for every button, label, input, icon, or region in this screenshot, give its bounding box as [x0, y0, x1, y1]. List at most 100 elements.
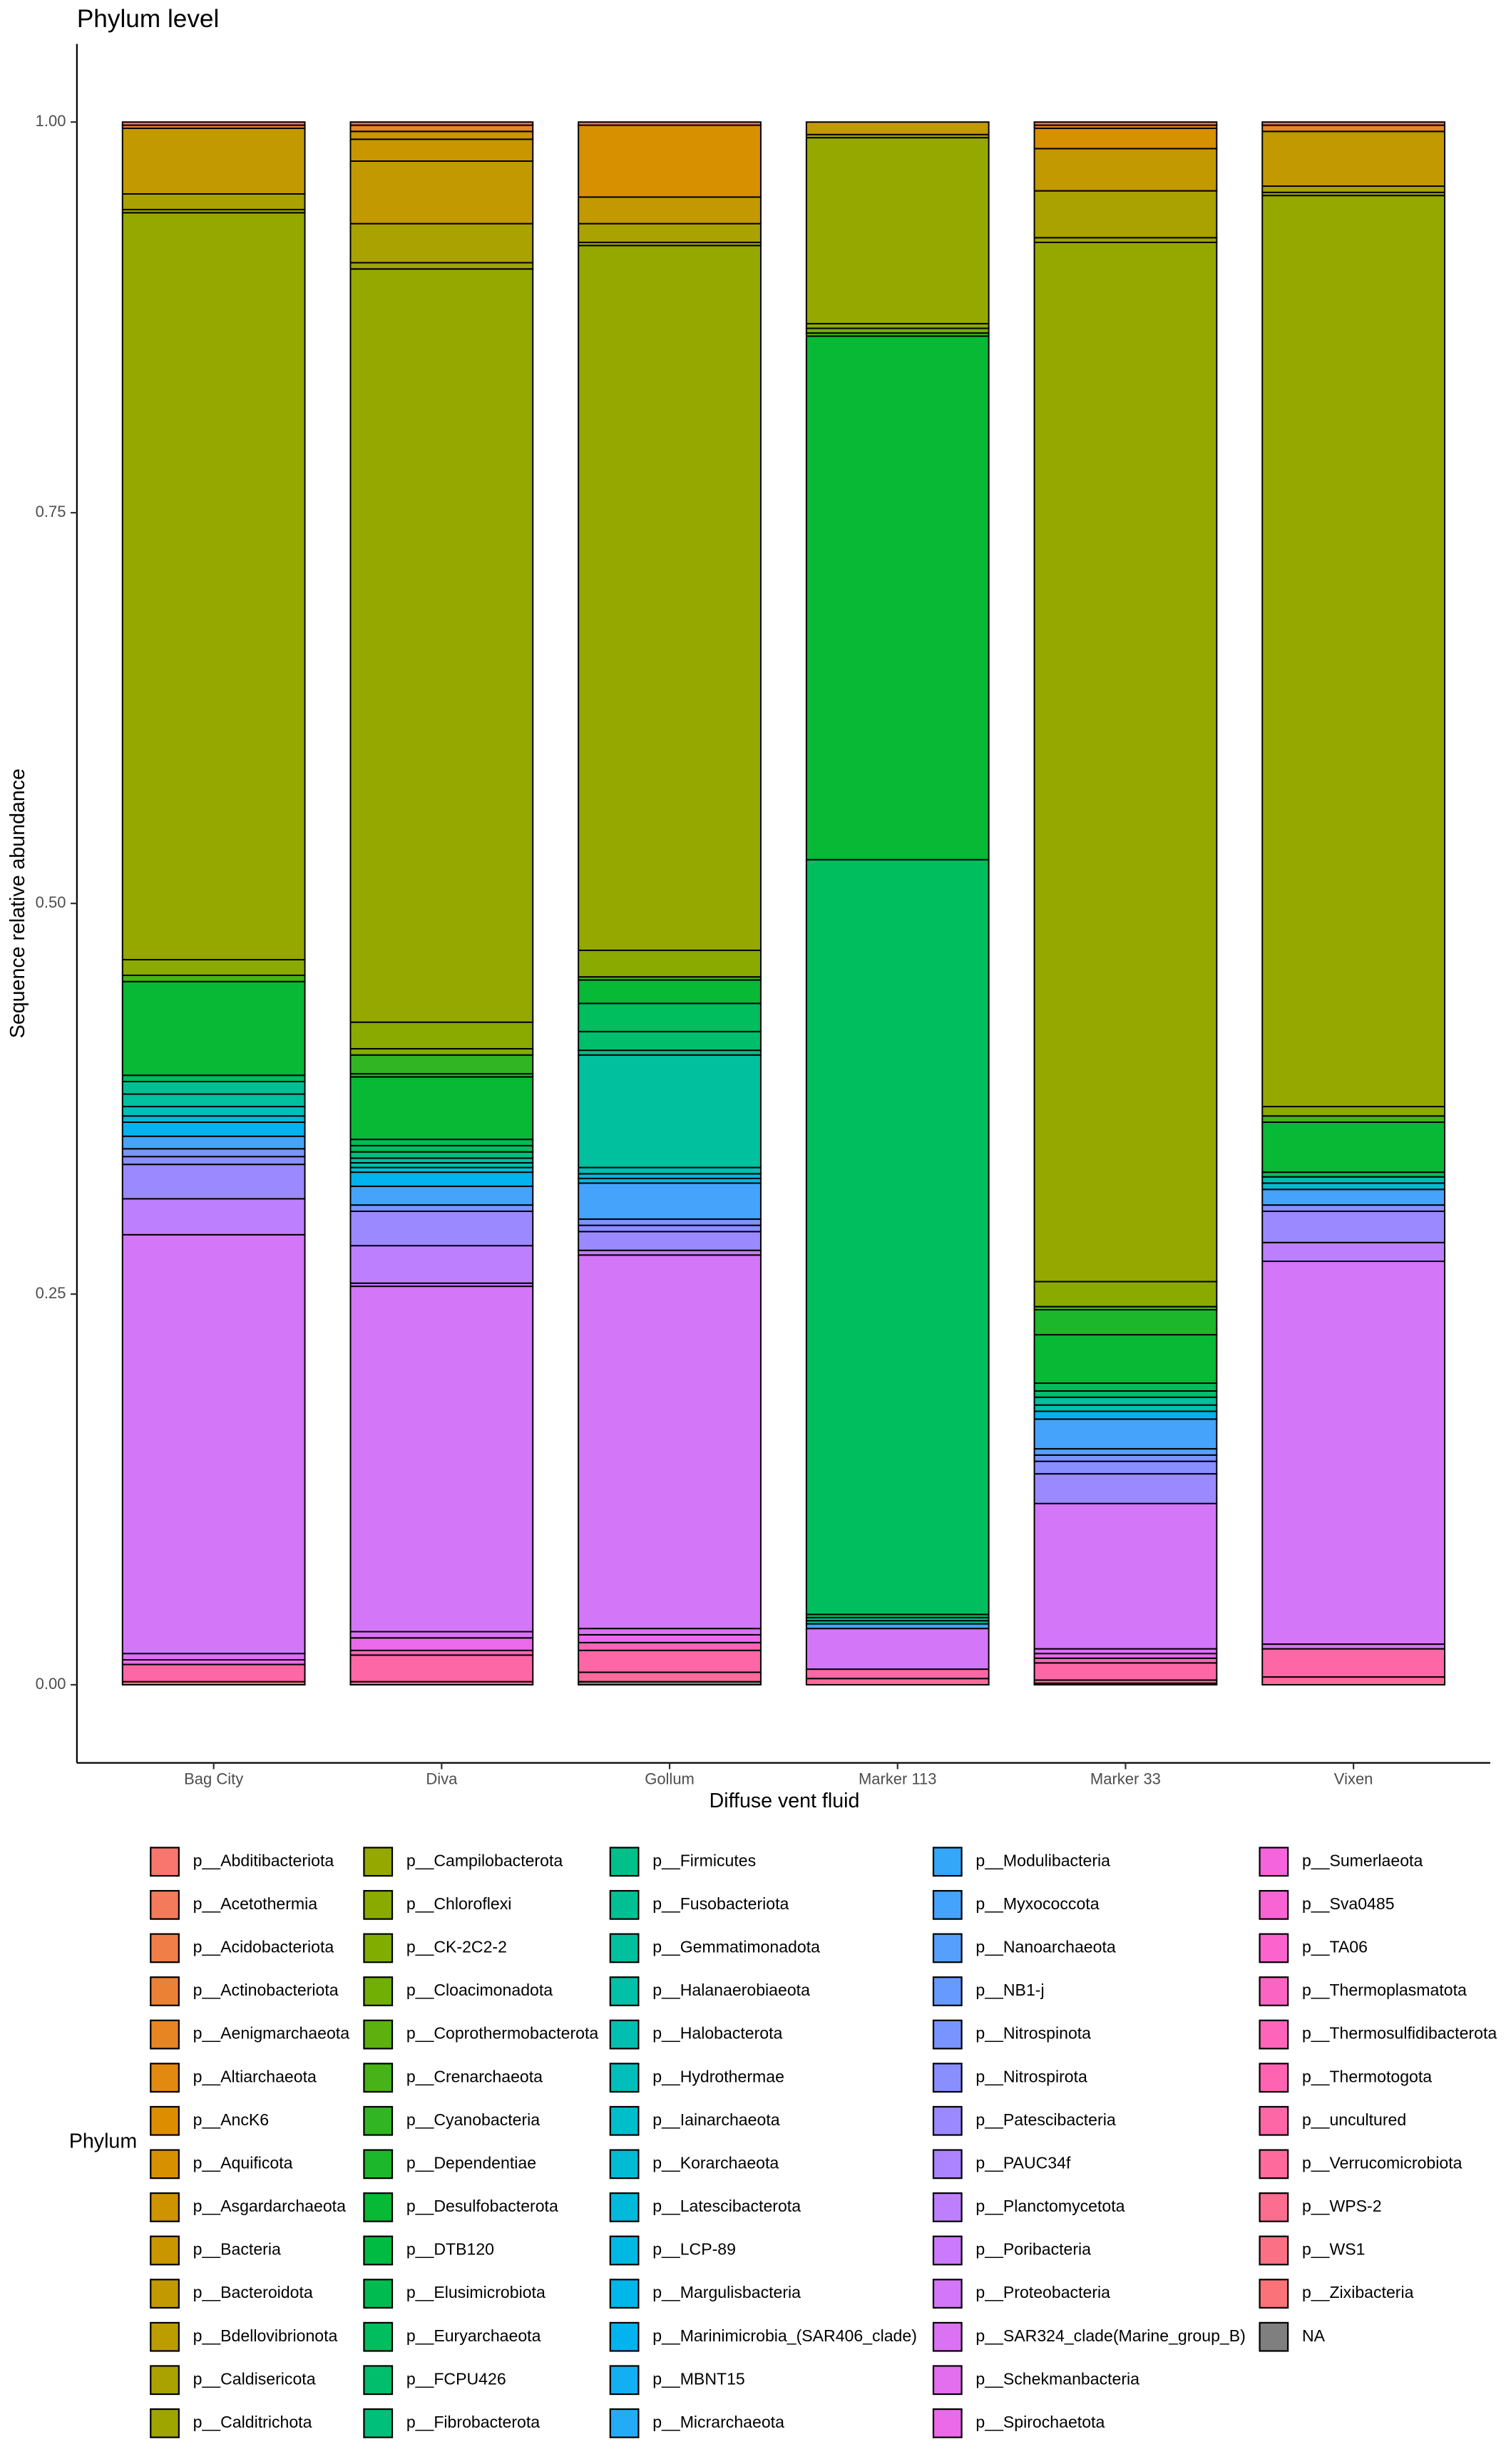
bar-segment	[1033, 121, 1218, 126]
y-tick-label: 0.50	[36, 893, 66, 911]
bar-segment	[349, 160, 534, 225]
bar-segment	[1261, 1176, 1445, 1184]
legend-label: p__Euryarchaeota	[406, 2326, 541, 2345]
bar-segment	[1033, 1418, 1218, 1450]
bar-segment	[349, 1204, 534, 1212]
bar-segment	[578, 1224, 762, 1233]
legend-key	[609, 1847, 640, 1877]
bar-segment	[1261, 1204, 1445, 1212]
bar-segment	[121, 1156, 306, 1166]
legend-label: p__Hydrothermae	[652, 2067, 784, 2085]
legend-label: p__Aenigmarchaeota	[193, 2024, 350, 2043]
bar-segment	[578, 1166, 762, 1175]
x-tick-label: Diva	[426, 1770, 458, 1788]
bar-segment	[578, 949, 762, 978]
x-tick-label: Vixen	[1334, 1770, 1373, 1788]
bar-segment	[578, 1633, 762, 1643]
legend-label: p__Cyanobacteria	[406, 2110, 540, 2129]
bar-segment	[1261, 1648, 1445, 1678]
legend-key	[363, 1933, 394, 1963]
legend-label: p__Acidobacteriota	[193, 1938, 334, 1956]
legend-label: p__Micrarchaeota	[652, 2413, 784, 2431]
legend-key	[150, 2279, 180, 2309]
legend-label: p__DTB120	[406, 2240, 494, 2259]
legend-key	[150, 2235, 180, 2266]
bar-segment	[121, 1198, 306, 1236]
bar-segment	[1033, 190, 1218, 239]
legend-key	[363, 1976, 394, 2006]
legend-label: p__Patescibacteria	[975, 2110, 1115, 2129]
bar-segment	[1033, 1454, 1218, 1462]
y-tick-label: 0.25	[36, 1284, 66, 1302]
legend-label: p__Proteobacteria	[975, 2283, 1110, 2301]
bar-segment	[805, 1628, 990, 1670]
legend-key	[150, 2019, 180, 2050]
legend-label: p__MBNT15	[652, 2369, 745, 2388]
legend-key	[1259, 2279, 1289, 2309]
legend-label: p__Firmicutes	[652, 1851, 756, 1869]
legend-label: p__Caldisericota	[193, 2369, 316, 2388]
legend-key	[150, 2408, 180, 2438]
legend-key	[363, 2235, 394, 2266]
legend-key	[609, 1933, 640, 1963]
legend-label: p__Elusimicrobiota	[406, 2283, 545, 2301]
bar-segment	[1261, 1121, 1445, 1174]
legend-label: p__Actinobacteriota	[193, 1981, 339, 1999]
legend-label: p__Desulfobacterota	[406, 2197, 558, 2215]
legend-label: p__Coprothermobacterota	[406, 2024, 599, 2043]
bar-segment	[121, 127, 306, 195]
bar-segment	[1033, 1280, 1218, 1308]
bar-segment	[121, 1653, 306, 1660]
bar-segment	[349, 1021, 534, 1049]
legend-key	[150, 2063, 180, 2093]
bar-segment	[349, 1654, 534, 1683]
bar-segment	[1033, 1396, 1218, 1406]
bar-segment	[578, 1641, 762, 1651]
legend-label: p__uncultured	[1302, 2110, 1406, 2129]
bar-segment	[1033, 1309, 1218, 1336]
bar-segment	[121, 974, 306, 982]
bar-segment	[121, 121, 306, 126]
bar-segment	[1033, 241, 1218, 1283]
legend-key	[609, 2279, 640, 2309]
bar-segment	[1033, 1473, 1218, 1504]
legend-label: p__Spirochaetota	[975, 2413, 1105, 2431]
x-tick-label: Marker 33	[1090, 1770, 1161, 1788]
legend-label: p__Poribacteria	[975, 2240, 1091, 2259]
legend-label: p__TA06	[1302, 1938, 1368, 1956]
legend-key	[1259, 1889, 1289, 1920]
legend-key	[1259, 2149, 1289, 2180]
bar-segment	[121, 1115, 306, 1123]
bar-segment	[1261, 1241, 1445, 1263]
legend-key	[150, 2365, 180, 2396]
x-tick-label: Gollum	[645, 1770, 695, 1788]
legend-key	[932, 2321, 963, 2352]
legend-key	[363, 2063, 394, 2093]
legend-label: p__Thermotogota	[1302, 2067, 1432, 2085]
legend-label: p__Korarchaeota	[652, 2153, 779, 2172]
bar-segment	[349, 268, 534, 1023]
bar-segment	[805, 1668, 990, 1680]
legend-label: p__WPS-2	[1302, 2197, 1382, 2215]
legend-label: p__Aquificota	[193, 2153, 293, 2172]
legend-label: p__Nanoarchaeota	[975, 1938, 1115, 1956]
bar-segment	[578, 1628, 762, 1636]
bar-segment	[121, 193, 306, 210]
x-axis-label: Diffuse vent fluid	[710, 1790, 860, 1812]
legend-key	[363, 2019, 394, 2050]
bar-segment	[805, 121, 990, 135]
legend-key	[150, 2192, 180, 2222]
legend-key	[150, 1933, 180, 1963]
bar-segment	[1033, 1502, 1218, 1650]
bar-segment	[578, 245, 762, 951]
legend-key	[609, 2408, 640, 2438]
legend-key	[932, 2149, 963, 2180]
bar-segment	[1261, 1676, 1445, 1686]
bar-segment	[1033, 1390, 1218, 1398]
bar-segment	[349, 124, 534, 133]
bar-segment	[349, 1185, 534, 1206]
legend-label: p__AncK6	[193, 2110, 270, 2129]
legend-label: p__Sva0485	[1302, 1894, 1395, 1913]
